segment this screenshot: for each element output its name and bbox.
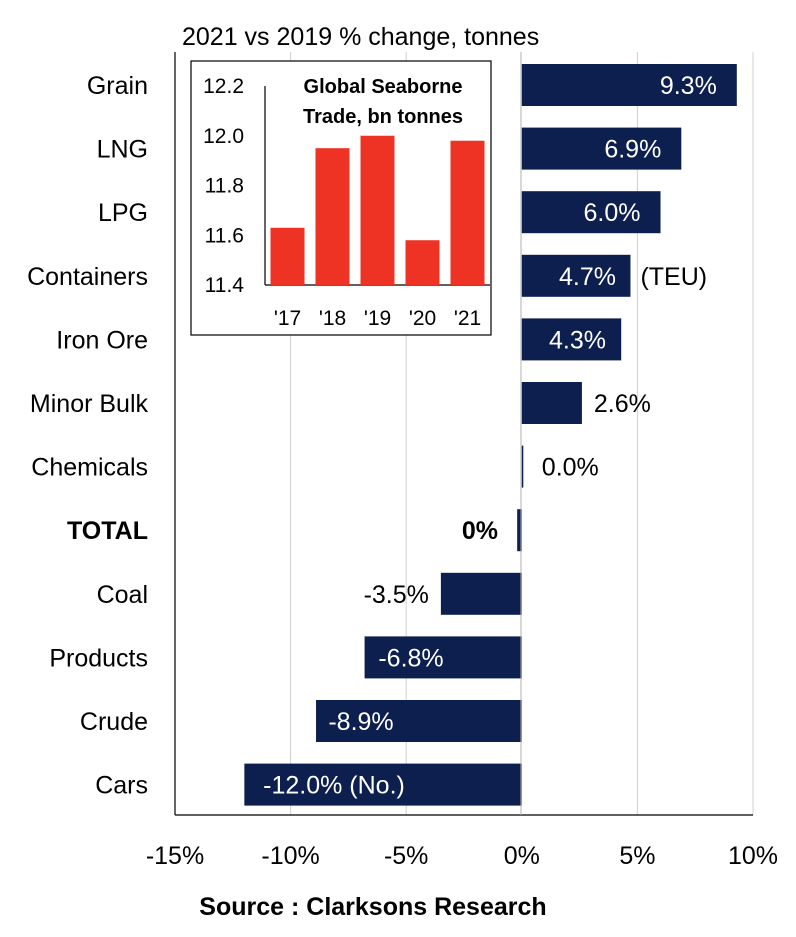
data-label: -3.5%: [364, 581, 429, 609]
inset-x-tick-label: '18: [319, 307, 346, 330]
inset-y-tick-label: 11.8: [205, 175, 244, 198]
bar-grain: [521, 64, 737, 106]
category-label: LNG: [97, 136, 148, 164]
bar-chemicals: [521, 445, 524, 488]
data-label: 6.0%: [584, 199, 641, 227]
inset-title-line-1: Global Seaborne: [304, 76, 463, 98]
category-label: Minor Bulk: [30, 390, 149, 418]
inset-bar: [360, 135, 395, 285]
bar-lng: [521, 127, 682, 170]
x-tick-label: -10%: [261, 842, 319, 870]
inset-bar: [405, 240, 440, 285]
data-label: 2.6%: [594, 390, 651, 418]
category-label: LPG: [98, 199, 148, 227]
data-label: 4.3%: [549, 326, 606, 354]
inset-y-tick-label: 12.2: [203, 75, 244, 98]
data-label: -6.8%: [378, 644, 443, 672]
inset-chart: 11.4 11.6 11.8 12.0 12.2 '17 '18 '19 '20 '21 Glo…: [190, 60, 492, 336]
inset-x-tick-label: '19: [364, 307, 391, 330]
bar-coal: [440, 572, 522, 615]
x-tick-label: 5%: [619, 842, 655, 870]
category-label: Grain: [87, 72, 148, 100]
bar-lpg: [521, 191, 661, 234]
data-label: -8.9%: [328, 708, 393, 736]
data-label: 0%: [462, 517, 498, 545]
source-note: Source : Clarksons Research: [199, 893, 546, 921]
x-tick-label: -15%: [146, 842, 204, 870]
bar-crude: [316, 700, 522, 742]
main-bars: [244, 64, 737, 806]
main-chart-title: 2021 vs 2019 % change, tonnes: [182, 23, 539, 51]
category-label: Cars: [95, 772, 148, 800]
inset-x-tick-label: '21: [454, 307, 481, 330]
inset-y-tick-label: 11.6: [205, 224, 244, 247]
bar-minor-bulk: [521, 382, 582, 424]
main-data-labels: 9.3% 6.9% 6.0% 4.7% 4.3% 2.6% 0.0% 0% -3.5% -6.8%…: [263, 72, 717, 800]
category-label: Iron Ore: [56, 326, 148, 354]
inset-bar: [315, 148, 350, 285]
category-label: Containers: [27, 263, 148, 291]
category-label: Products: [49, 644, 148, 672]
category-label: TOTAL: [67, 517, 148, 545]
inset-title-line-2: Trade, bn tonnes: [303, 106, 463, 128]
inset-x-tick-labels: '17 '18 '19 '20 '21: [274, 307, 481, 330]
inset-bar: [450, 140, 485, 285]
main-category-labels: Grain LNG LPG Containers Iron Ore Minor Bulk C…: [27, 72, 148, 800]
bar-products: [364, 636, 522, 679]
data-label: 0.0%: [542, 454, 599, 482]
data-label: -12.0% (No.): [263, 772, 405, 800]
bar-containers: [521, 254, 631, 297]
x-tick-label: 10%: [728, 842, 778, 870]
inset-bar: [270, 227, 305, 285]
x-tick-label: -5%: [384, 842, 428, 870]
bar-total: [517, 509, 522, 552]
main-x-tick-labels: -15% -10% -5% 0% 5% 10%: [146, 842, 778, 870]
data-label: 6.9%: [604, 136, 661, 164]
inset-x-tick-label: '20: [409, 307, 436, 330]
x-tick-label: 0%: [504, 842, 540, 870]
bar-iron-ore: [521, 318, 622, 361]
category-label: Chemicals: [31, 454, 148, 482]
inset-y-tick-label: 12.0: [203, 125, 244, 148]
data-label: 9.3%: [660, 72, 717, 100]
inset-y-tick-label: 11.4: [205, 274, 245, 297]
inset-x-tick-label: '17: [274, 307, 301, 330]
bar-cars: [244, 763, 522, 806]
category-label: Coal: [97, 581, 148, 609]
inset-bars: [270, 135, 485, 285]
data-label: 4.7%: [559, 263, 616, 291]
annotation-label: (TEU): [640, 263, 707, 291]
inset-y-tick-labels: 11.4 11.6 11.8 12.0 12.2: [203, 75, 244, 297]
category-label: Crude: [80, 708, 148, 736]
